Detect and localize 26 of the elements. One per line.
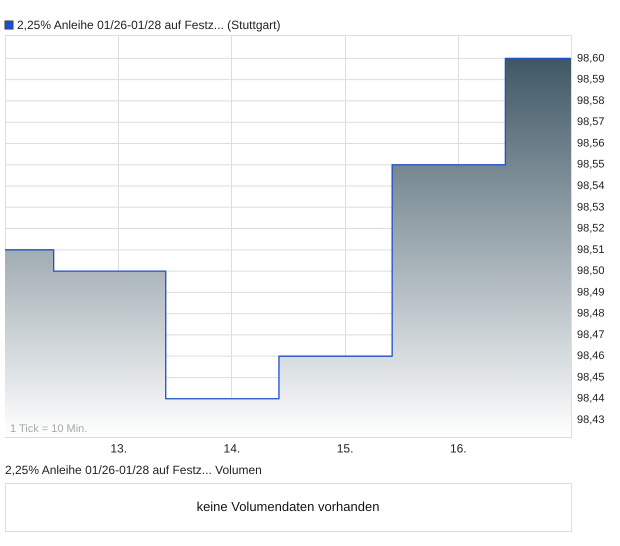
y-tick-label: 98,53	[577, 201, 605, 214]
y-tick-label: 98,49	[577, 286, 605, 298]
y-tick-label: 98,44	[577, 392, 605, 405]
y-tick-label: 98,60	[577, 52, 605, 64]
y-tick-label: 98,58	[577, 94, 605, 107]
y-tick-label: 98,56	[577, 137, 605, 150]
y-tick-label: 98,52	[577, 222, 605, 235]
y-tick-label: 98,43	[577, 414, 605, 426]
y-tick-label: 98,55	[577, 158, 605, 171]
x-tick-label: 14.	[224, 442, 240, 456]
y-tick-label: 98,57	[577, 116, 605, 128]
legend-label: 2,25% Anleihe 01/26-01/28 auf Festz... (Stuttgart)	[17, 18, 280, 32]
y-tick-label: 98,50	[577, 265, 605, 278]
text: keine Volumendaten vorhanden	[196, 499, 380, 514]
x-tick-label: 16.	[450, 442, 467, 456]
y-tick-label: 98,47	[577, 328, 605, 341]
text: 2,25% Anleihe 01/26-01/28 auf Festz... Volumen	[5, 463, 262, 477]
x-tick-label: 13.	[110, 442, 128, 456]
y-tick-label: 98,45	[577, 371, 605, 384]
y-tick-label: 98,48	[577, 308, 605, 320]
y-tick-label: 98,54	[577, 180, 605, 192]
x-tick-label: 15.	[336, 442, 354, 456]
y-tick-label: 98,51	[577, 244, 605, 256]
y-tick-label: 98,46	[577, 350, 605, 362]
y-tick-label: 98,59	[577, 74, 605, 86]
annotation: 1 Tick = 10 Min.	[10, 423, 88, 435]
